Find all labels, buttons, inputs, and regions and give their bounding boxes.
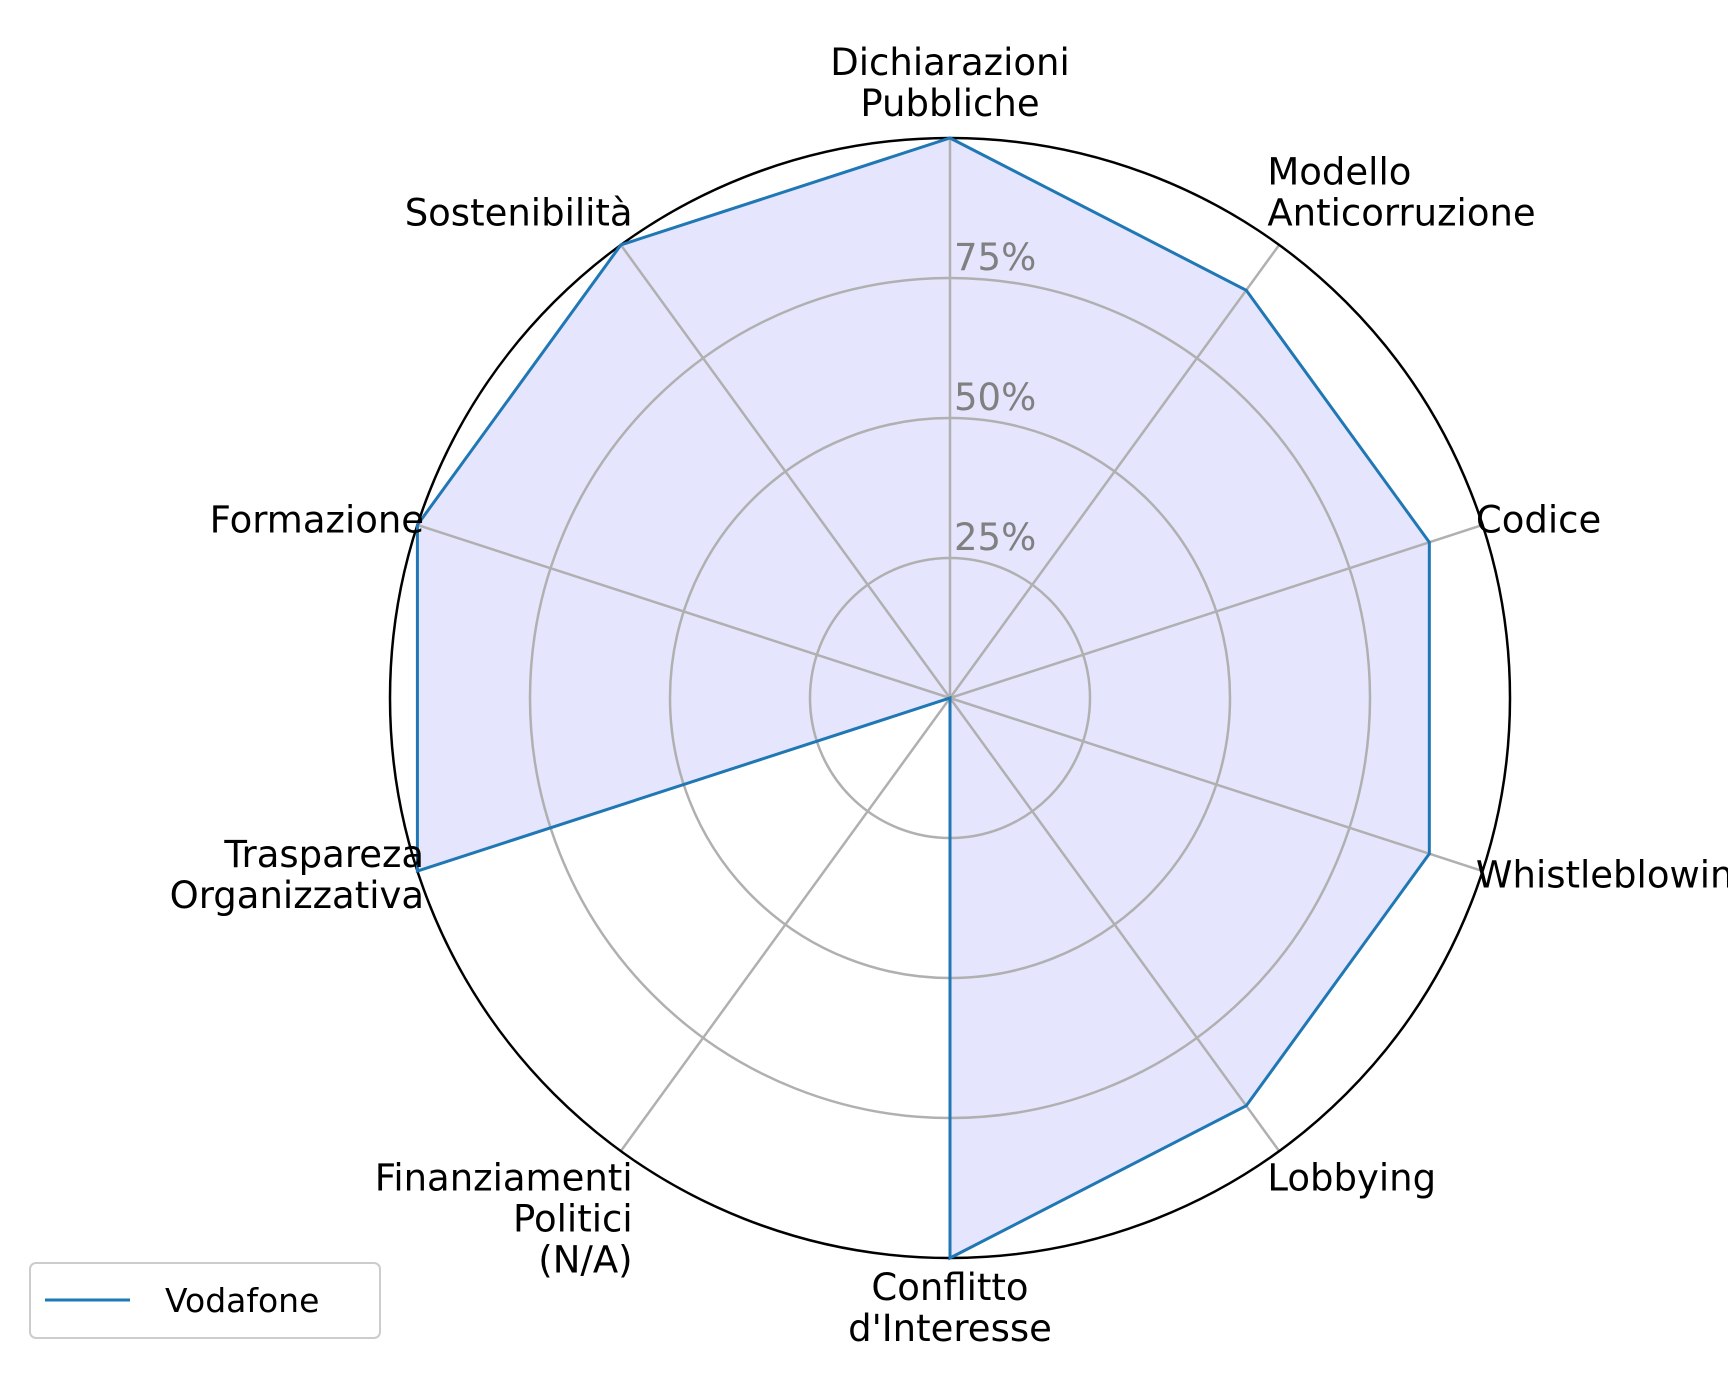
category-label-0-line-0: Dichiarazioni bbox=[830, 41, 1069, 84]
category-label-5-line-0: Conflitto bbox=[871, 1266, 1028, 1309]
legend: Vodafone bbox=[29, 1262, 381, 1339]
radial-tick-layer: 25% 50% 75% bbox=[954, 236, 1036, 559]
category-label-3-line-0: Whistleblowing bbox=[1476, 853, 1728, 896]
spoke-6 bbox=[619, 697, 952, 1152]
radial-tick-label-0: 25% bbox=[954, 516, 1036, 559]
spoke-9 bbox=[619, 244, 952, 699]
category-label-2-line-0: Codice bbox=[1476, 499, 1601, 542]
category-label-1-line-1: Anticorruzione bbox=[1267, 192, 1535, 235]
series-fill-0 bbox=[417, 138, 1430, 1258]
category-label-7-line-0: Traspareza bbox=[223, 833, 424, 876]
legend-frame bbox=[29, 1262, 381, 1339]
category-label-5-line-1: d'Interesse bbox=[848, 1307, 1052, 1350]
spoke-3 bbox=[949, 696, 1483, 873]
category-label-0-line-1: Pubbliche bbox=[860, 82, 1039, 125]
category-label-6-line-2: (N/A) bbox=[538, 1238, 632, 1281]
category-label-1-line-0: Modello bbox=[1267, 151, 1411, 194]
radial-tick-label-2: 75% bbox=[954, 236, 1036, 279]
category-label-9-line-0: Sostenibilità bbox=[405, 192, 633, 235]
category-label-7-line-1: Organizzativa bbox=[170, 874, 424, 917]
category-label-6-line-1: Politici bbox=[513, 1197, 633, 1240]
radial-tick-label-1: 50% bbox=[954, 376, 1036, 419]
spoke-8 bbox=[417, 523, 951, 700]
category-label-8-line-0: Formazione bbox=[210, 499, 424, 542]
spoke-2 bbox=[949, 523, 1483, 700]
spoke-4 bbox=[948, 697, 1281, 1152]
spoke-1 bbox=[948, 244, 1281, 699]
category-label-4-line-0: Lobbying bbox=[1267, 1156, 1436, 1199]
series-layer bbox=[415, 136, 1431, 1261]
category-label-6-line-0: Finanziamenti bbox=[375, 1156, 633, 1199]
legend-entry-label: Vodafone bbox=[165, 1281, 319, 1320]
